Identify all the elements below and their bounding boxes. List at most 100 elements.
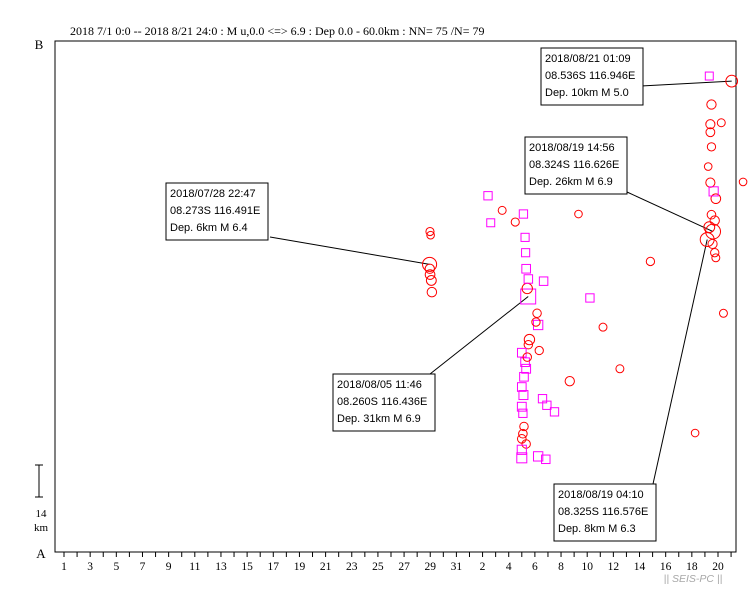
x-tick-label: 12 <box>608 561 620 573</box>
event-circle <box>510 217 520 227</box>
annotation-leader <box>626 191 714 232</box>
axis-top-label: B <box>35 37 44 52</box>
event-square <box>516 347 527 358</box>
event-square <box>518 390 529 401</box>
event-square <box>704 71 714 81</box>
x-tick-label: 16 <box>660 561 672 573</box>
x-tick-label: 4 <box>506 561 512 573</box>
event-circle <box>707 238 718 250</box>
event-circle <box>738 177 748 187</box>
event-circle <box>705 127 716 138</box>
event-circle <box>703 221 716 234</box>
event-square <box>532 451 544 462</box>
event-square <box>516 401 527 412</box>
event-circle <box>711 253 721 263</box>
annotation-leader <box>640 80 732 87</box>
x-tick-label: 25 <box>372 561 384 573</box>
event-square <box>483 191 493 201</box>
annotation-line: 2018/08/19 14:56 <box>529 142 615 154</box>
annotation-box-border <box>524 136 628 195</box>
annotation-line: 08.273S 116.491E <box>170 205 260 217</box>
event-circle <box>574 209 583 219</box>
event-circle <box>523 333 536 346</box>
annotation-line: 2018/08/21 01:09 <box>545 53 631 65</box>
x-tick-label: 7 <box>140 561 146 573</box>
event-circle <box>523 339 534 350</box>
event-circle <box>645 256 656 267</box>
event-square <box>521 248 531 258</box>
x-tick-label: 15 <box>241 561 253 573</box>
x-tick-label: 8 <box>558 561 564 573</box>
x-tick-label: 5 <box>113 561 119 573</box>
annotation-box: 2018/07/28 22:47 08.273S 116.491E Dep. 6km… <box>165 182 269 241</box>
event-square <box>538 276 549 286</box>
event-circle <box>425 226 435 237</box>
event-square <box>518 408 528 418</box>
event-square <box>519 371 529 382</box>
annotation-line: 08.260S 116.436E <box>337 396 427 408</box>
annotation-line: 08.325S 116.576E <box>558 506 648 518</box>
event-square <box>541 454 551 465</box>
event-square <box>516 452 528 464</box>
x-tick-label: 29 <box>424 561 436 573</box>
plot-frame <box>54 40 737 553</box>
x-tick-label: 13 <box>215 561 227 573</box>
annotation-leader <box>269 236 430 265</box>
event-circle <box>521 282 533 295</box>
x-tick-label: 6 <box>532 561 538 573</box>
event-circle <box>422 256 438 272</box>
event-circle <box>705 177 716 188</box>
annotation-box-border <box>332 373 436 432</box>
annotation-box: 2018/08/21 01:09 08.536S 116.946E Dep. 10k… <box>540 47 644 106</box>
event-square <box>516 444 527 455</box>
x-tick-label: 1 <box>61 561 67 573</box>
event-square <box>542 400 552 410</box>
x-tick-label: 10 <box>581 561 593 573</box>
event-circle <box>716 118 726 128</box>
annotation-line: 08.324S 116.626E <box>529 159 619 171</box>
event-circle <box>718 308 728 318</box>
event-circle <box>615 364 625 374</box>
x-tick-label: 9 <box>166 561 172 573</box>
event-circle <box>703 162 713 171</box>
event-circle <box>531 317 541 327</box>
event-circle <box>516 434 527 444</box>
event-circle <box>705 119 716 130</box>
annotation-line: Dep. 26km M 6.9 <box>529 176 613 188</box>
event-circle <box>710 248 720 258</box>
event-circle <box>725 74 739 88</box>
annotation-box-border <box>165 182 269 241</box>
event-circle <box>518 428 528 439</box>
event-circle <box>706 142 717 152</box>
annotation-line: Dep. 10km M 5.0 <box>545 87 629 99</box>
scale-bar-value: 14 <box>36 508 48 520</box>
x-tick-label: 18 <box>686 561 698 573</box>
event-square <box>585 293 595 303</box>
axis-bottom-label: A <box>36 546 46 561</box>
event-circle <box>706 99 717 110</box>
x-tick-label: 27 <box>398 561 410 573</box>
event-circle <box>532 308 542 319</box>
event-square <box>549 407 560 417</box>
event-circle <box>564 376 575 387</box>
event-circle <box>709 215 720 226</box>
annotation-line: 08.536S 116.946E <box>545 70 635 82</box>
event-square <box>708 186 719 197</box>
annotation-leader <box>652 239 708 485</box>
event-square <box>516 382 527 392</box>
annotation-box: 2018/08/19 04:10 08.325S 116.576E Dep. 8km… <box>553 483 657 542</box>
event-square <box>521 363 532 374</box>
chart-header: 2018 7/1 0:0 -- 2018 8/21 24:0 : M u,0.0… <box>70 24 485 38</box>
x-tick-label: 2 <box>480 561 486 573</box>
event-square <box>520 288 537 305</box>
annotation-box-border <box>540 47 644 106</box>
annotation-leader <box>429 296 529 375</box>
event-circle <box>522 352 532 362</box>
event-square <box>521 263 531 274</box>
event-square <box>523 274 534 284</box>
event-circle <box>706 209 717 220</box>
event-circle <box>425 275 437 286</box>
annotation-line: Dep. 31km M 6.9 <box>337 413 421 425</box>
watermark: || SEIS-PC || <box>664 573 723 585</box>
